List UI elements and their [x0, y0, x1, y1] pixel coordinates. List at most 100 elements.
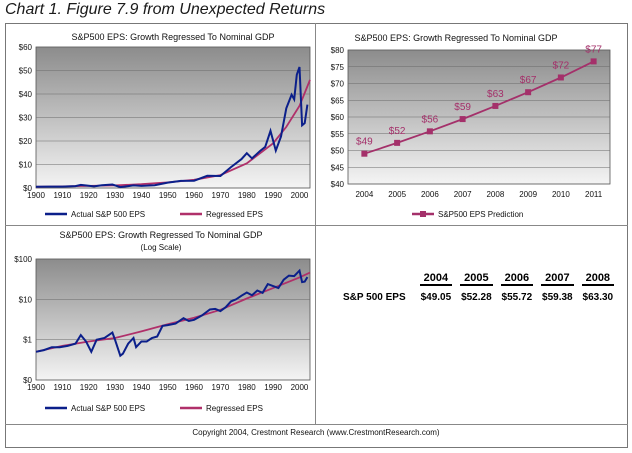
eps-table-corner	[340, 272, 416, 286]
eps-table-row: S&P 500 EPS $49.05 $52.28 $55.72 $59.38 …	[340, 286, 618, 303]
x-tick-label: 1950	[159, 383, 177, 392]
eps-prediction-chart: $40 $45 $50 $55 $60 $65 $70 $75 $80 2004 2005 2006 2…	[331, 33, 611, 219]
eps-table-row-label: S&P 500 EPS	[343, 292, 406, 303]
y-tick-label: $70	[331, 80, 345, 89]
horizontal-divider	[5, 225, 628, 226]
x-tick-label: 1990	[264, 383, 282, 392]
y-tick-label: $80	[331, 46, 345, 55]
eps-table-year-header: 2008	[578, 272, 618, 286]
x-tick-label: 2009	[519, 190, 537, 199]
x-tick-label: 2006	[421, 190, 439, 199]
vertical-divider	[315, 23, 316, 425]
eps-table-cell: $59.38	[542, 292, 573, 303]
x-tick-label: 2000	[291, 383, 309, 392]
eps-table-year-header: 2007	[537, 272, 577, 286]
x-tick-label: 2011	[585, 190, 603, 199]
prediction-marker	[590, 58, 597, 65]
y-tick-label: $55	[331, 130, 345, 139]
legend-label: Regressed EPS	[206, 404, 263, 413]
eps-table-cell: $49.05	[420, 292, 452, 303]
chart-title: S&P500 EPS: Growth Regressed To Nominal …	[72, 32, 275, 42]
y-tick-label: $50	[331, 147, 345, 156]
data-label: $72	[553, 60, 570, 71]
eps-linear-chart: $0 $10 $20 $30 $40 $50 $60 1900 1910 1920 1930 1940…	[19, 32, 311, 219]
legend-marker	[420, 211, 426, 217]
prediction-marker	[459, 116, 466, 123]
eps-table-year-header: 2005	[456, 272, 496, 286]
eps-table-cell: $63.30	[582, 292, 614, 303]
chart-title: S&P500 EPS: Growth Regressed To Nominal …	[60, 230, 263, 240]
x-tick-label: 2007	[454, 190, 472, 199]
x-tick-label: 2008	[486, 190, 504, 199]
x-tick-label: 1910	[53, 191, 71, 200]
y-tick-label: $100	[14, 255, 32, 264]
data-label: $63	[487, 89, 504, 100]
x-tick-label: 1900	[27, 191, 45, 200]
prediction-line	[364, 60, 594, 155]
x-tick-label: 1920	[80, 191, 98, 200]
actual-eps-line	[35, 66, 309, 189]
x-tick-label: 1970	[212, 383, 230, 392]
y-tick-label: $0	[23, 184, 32, 193]
legend-label: S&P500 EPS Prediction	[438, 210, 523, 219]
x-tick-label: 1980	[238, 191, 256, 200]
data-label: $56	[422, 114, 439, 125]
eps-table-year-header: 2006	[497, 272, 537, 286]
x-tick-label: 1930	[106, 383, 124, 392]
eps-table-cell: $55.72	[501, 292, 533, 303]
data-label: $67	[520, 75, 537, 86]
legend-label: Actual S&P 500 EPS	[71, 404, 145, 413]
prediction-marker	[525, 89, 532, 96]
eps-log-chart: $0 $1 $10 $100 1900 1910 1920 1930 1940 1950 1960 1…	[14, 230, 311, 413]
y-tick-label: $75	[331, 63, 345, 72]
y-tick-label: $50	[19, 67, 33, 76]
y-tick-label: $60	[331, 113, 345, 122]
x-tick-label: 1940	[132, 191, 150, 200]
x-tick-label: 1980	[238, 383, 256, 392]
x-tick-label: 1970	[212, 191, 230, 200]
y-tick-label: $65	[331, 96, 345, 105]
prediction-marker	[361, 150, 368, 157]
x-tick-label: 2004	[355, 190, 373, 199]
y-tick-label: $40	[331, 180, 345, 189]
x-tick-label: 1960	[185, 383, 203, 392]
data-label: $59	[454, 102, 471, 113]
x-tick-label: 1990	[264, 191, 282, 200]
eps-table-cell: $52.28	[461, 292, 492, 303]
y-tick-label: $45	[331, 163, 345, 172]
eps-table-year-header: 2004	[416, 272, 456, 286]
x-tick-label: 1950	[159, 191, 177, 200]
y-tick-label: $0	[23, 376, 32, 385]
plot-area	[35, 258, 311, 381]
data-label: $49	[356, 137, 373, 148]
x-tick-label: 1930	[106, 191, 124, 200]
legend-label: Actual S&P 500 EPS	[71, 210, 145, 219]
legend-label: Regressed EPS	[206, 210, 263, 219]
page-header: Chart 1. Figure 7.9 from Unexpected Retu…	[5, 1, 326, 18]
y-tick-label: $30	[19, 114, 33, 123]
footer-divider	[5, 424, 628, 425]
eps-table: 2004 2005 2006 2007 2008 S&P 500 EPS $49…	[340, 272, 618, 303]
x-tick-label: 1900	[27, 383, 45, 392]
x-tick-label: 2005	[388, 190, 406, 199]
chart-subtitle: (Log Scale)	[141, 243, 182, 252]
y-tick-label: $60	[19, 43, 33, 52]
x-tick-label: 1940	[132, 383, 150, 392]
copyright-text: Copyright 2004, Crestmont Research (www.…	[192, 428, 440, 437]
y-tick-label: $20	[19, 137, 33, 146]
y-tick-label: $1	[23, 336, 32, 345]
prediction-marker	[492, 102, 499, 109]
actual-eps-line	[35, 268, 309, 358]
eps-table-header-row: 2004 2005 2006 2007 2008	[340, 272, 618, 286]
figure-frame	[5, 23, 628, 448]
chart-title: S&P500 EPS: Growth Regressed To Nominal …	[355, 33, 558, 43]
x-tick-label: 1920	[80, 383, 98, 392]
prediction-marker	[557, 74, 564, 81]
data-label: $52	[389, 126, 406, 137]
x-tick-label: 1910	[53, 383, 71, 392]
y-tick-label: $10	[19, 295, 33, 304]
y-tick-label: $40	[19, 90, 33, 99]
prediction-marker	[394, 139, 401, 146]
x-tick-label: 2000	[291, 191, 309, 200]
y-tick-label: $10	[19, 161, 33, 170]
